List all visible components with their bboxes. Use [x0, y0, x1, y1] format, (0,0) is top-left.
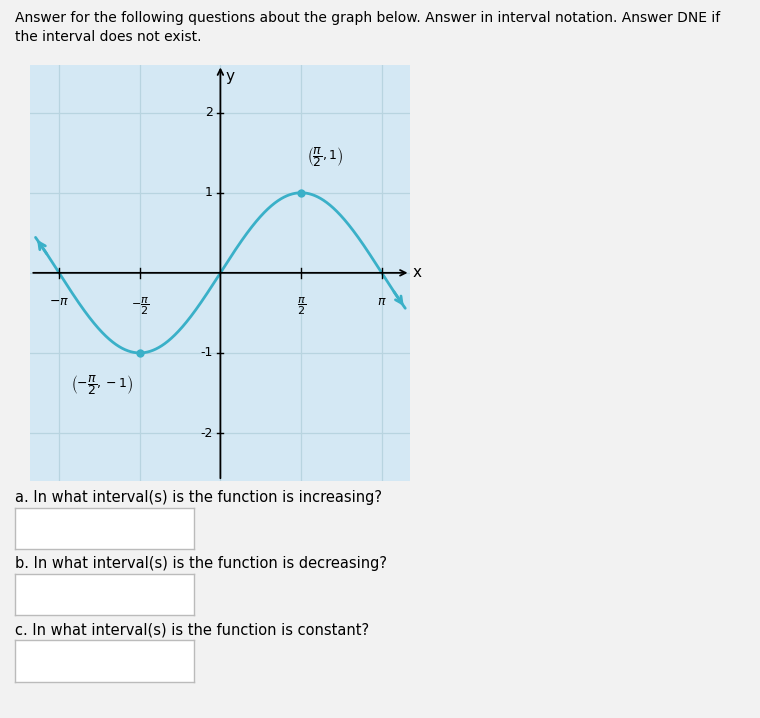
Text: c. In what interval(s) is the function is constant?: c. In what interval(s) is the function i…: [15, 623, 369, 638]
Text: $-\pi$: $-\pi$: [49, 295, 69, 308]
Text: -1: -1: [201, 346, 213, 360]
Text: b. In what interval(s) is the function is decreasing?: b. In what interval(s) is the function i…: [15, 556, 387, 572]
Text: -2: -2: [201, 426, 213, 439]
Text: $-\dfrac{\pi}{2}$: $-\dfrac{\pi}{2}$: [131, 295, 149, 317]
Text: $\left(\dfrac{\pi}{2}, 1\right)$: $\left(\dfrac{\pi}{2}, 1\right)$: [307, 145, 344, 169]
Text: a. In what interval(s) is the function is increasing?: a. In what interval(s) is the function i…: [15, 490, 382, 505]
Text: 2: 2: [205, 106, 213, 119]
Text: y: y: [226, 69, 235, 83]
Text: the interval does not exist.: the interval does not exist.: [15, 30, 201, 44]
Text: $\left(-\dfrac{\pi}{2}, -1\right)$: $\left(-\dfrac{\pi}{2}, -1\right)$: [71, 373, 134, 397]
Text: 1: 1: [205, 186, 213, 200]
Text: x: x: [413, 266, 422, 280]
Text: $\pi$: $\pi$: [377, 295, 387, 308]
Text: Answer for the following questions about the graph below. Answer in interval not: Answer for the following questions about…: [15, 11, 720, 24]
Text: $\dfrac{\pi}{2}$: $\dfrac{\pi}{2}$: [296, 295, 306, 317]
